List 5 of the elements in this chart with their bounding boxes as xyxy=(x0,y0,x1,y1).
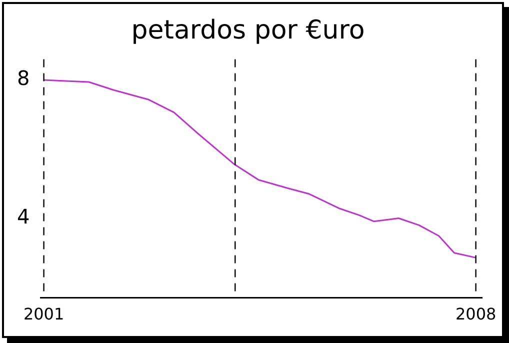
x-tick-label: 2008 xyxy=(455,304,496,324)
y-tick-label: 8 xyxy=(16,66,30,90)
chart-title: petardos por €uro xyxy=(131,15,365,46)
y-tick-label: 4 xyxy=(16,204,30,228)
x-tick-label: 2001 xyxy=(23,304,64,324)
